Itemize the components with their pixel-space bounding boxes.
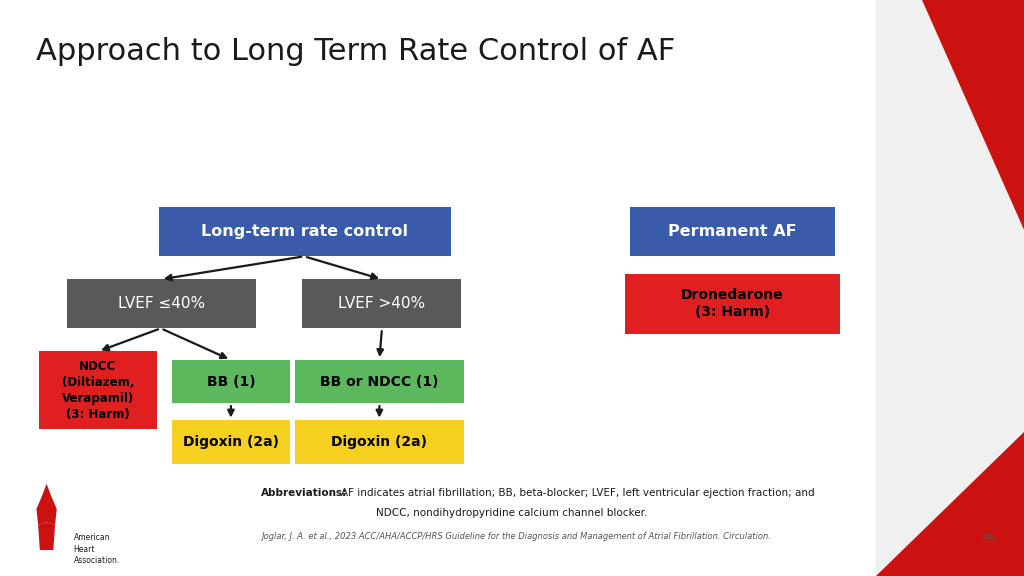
Polygon shape xyxy=(876,432,1024,576)
Text: LVEF >40%: LVEF >40% xyxy=(338,296,425,312)
Polygon shape xyxy=(881,0,1024,219)
Text: Digoxin (2a): Digoxin (2a) xyxy=(332,435,427,449)
FancyBboxPatch shape xyxy=(172,420,290,464)
Text: AF indicates atrial fibrillation; BB, beta-blocker; LVEF, left ventricular eject: AF indicates atrial fibrillation; BB, be… xyxy=(341,488,815,498)
FancyBboxPatch shape xyxy=(159,207,451,256)
Text: BB or NDCC (1): BB or NDCC (1) xyxy=(321,374,438,389)
Text: Permanent AF: Permanent AF xyxy=(668,224,797,240)
Text: Abbreviations:: Abbreviations: xyxy=(261,488,347,498)
Polygon shape xyxy=(876,0,1024,576)
Text: LVEF ≤40%: LVEF ≤40% xyxy=(118,296,205,312)
Polygon shape xyxy=(37,484,56,525)
Text: Digoxin (2a): Digoxin (2a) xyxy=(183,435,279,449)
Polygon shape xyxy=(876,0,1024,576)
Text: Long-term rate control: Long-term rate control xyxy=(201,224,409,240)
FancyBboxPatch shape xyxy=(172,360,290,403)
Text: Approach to Long Term Rate Control of AF: Approach to Long Term Rate Control of AF xyxy=(36,37,675,66)
Polygon shape xyxy=(922,0,1024,230)
FancyBboxPatch shape xyxy=(302,279,461,328)
Text: American
Heart
Association.: American Heart Association. xyxy=(74,533,120,566)
Text: 29: 29 xyxy=(981,535,993,544)
Text: NDCC
(Diltiazem,
Verapamil)
(3: Harm): NDCC (Diltiazem, Verapamil) (3: Harm) xyxy=(61,360,134,420)
Text: Dronedarone
(3: Harm): Dronedarone (3: Harm) xyxy=(681,288,783,320)
Text: Joglar, J. A. et al., 2023 ACC/AHA/ACCP/HRS Guideline for the Diagnosis and Mana: Joglar, J. A. et al., 2023 ACC/AHA/ACCP/… xyxy=(261,532,771,541)
FancyBboxPatch shape xyxy=(39,351,157,429)
FancyBboxPatch shape xyxy=(295,360,464,403)
FancyBboxPatch shape xyxy=(625,274,840,334)
Text: BB (1): BB (1) xyxy=(207,374,255,389)
Polygon shape xyxy=(38,522,55,550)
FancyBboxPatch shape xyxy=(295,420,464,464)
Text: NDCC, nondihydropyridine calcium channel blocker.: NDCC, nondihydropyridine calcium channel… xyxy=(376,509,648,518)
FancyBboxPatch shape xyxy=(630,207,835,256)
Polygon shape xyxy=(881,0,1024,219)
FancyBboxPatch shape xyxy=(67,279,256,328)
